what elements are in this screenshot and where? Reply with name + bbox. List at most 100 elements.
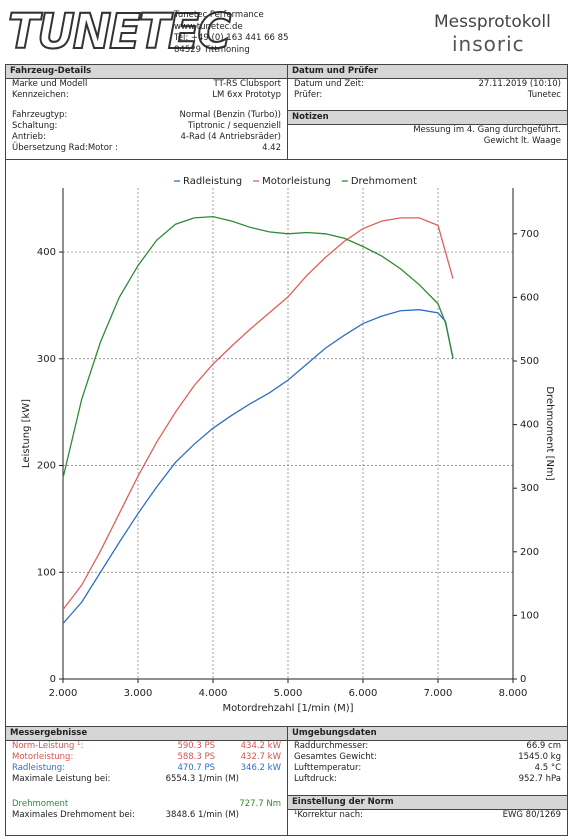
row: Luftdruck: 952.7 hPa bbox=[288, 774, 567, 785]
row-value: 4.5 °C bbox=[534, 763, 561, 773]
row-label: ¹Korrektur nach: bbox=[294, 810, 364, 820]
y2-tick-label: 600 bbox=[520, 292, 539, 303]
x-tick-label: 5.000 bbox=[274, 688, 303, 699]
row-label: Maximales Drehmoment bei: bbox=[12, 810, 135, 820]
series-line bbox=[62, 217, 454, 611]
row-value: 4-Rad (4 Antriebsräder) bbox=[180, 132, 281, 142]
y2-tick-label: 200 bbox=[520, 547, 539, 558]
row-label: Marke und Modell bbox=[12, 79, 88, 89]
y2-axis-label: Drehmoment [Nm] bbox=[544, 386, 555, 480]
panel-title: Messergebnisse bbox=[6, 727, 287, 741]
vehicle-panel: Fahrzeug-Details Marke und Modell TT-RS Cl… bbox=[5, 64, 288, 160]
x-tick-label: 3.000 bbox=[124, 688, 153, 699]
x-tick-label: 8.000 bbox=[499, 688, 528, 699]
row-value: 346.2 kW bbox=[240, 763, 281, 773]
row-label: Fahrzeugtyp: bbox=[12, 110, 68, 120]
x-tick-label: 6.000 bbox=[349, 688, 378, 699]
legend-label: Motorleistung bbox=[262, 176, 331, 187]
row-value: 432.7 kW bbox=[240, 752, 281, 762]
row-label: Gesamtes Gewicht: bbox=[294, 752, 377, 762]
row-label: Motorleistung: bbox=[12, 752, 74, 762]
note-line: Messung im 4. Gang durchgeführt. bbox=[413, 125, 561, 135]
y2-tick-label: 400 bbox=[520, 420, 539, 431]
y2-tick-label: 100 bbox=[520, 610, 539, 621]
y2-tick-label: 700 bbox=[520, 229, 539, 240]
row-value: 1545.0 kg bbox=[518, 752, 561, 762]
spacer bbox=[6, 785, 287, 799]
brand: insoric bbox=[452, 32, 525, 56]
row-label: Radleistung: bbox=[12, 763, 66, 773]
panel-title: Notizen bbox=[288, 111, 567, 125]
row-value: 434.2 kW bbox=[240, 741, 281, 751]
y2-tick-label: 0 bbox=[520, 674, 526, 685]
legend-label: Drehmoment bbox=[351, 176, 417, 187]
x-tick-label: 4.000 bbox=[199, 688, 228, 699]
row-label: Norm-Leistung ¹: bbox=[12, 741, 84, 751]
row-label: Raddurchmesser: bbox=[294, 741, 369, 751]
row-value: 6554.3 1/min (M) bbox=[165, 774, 239, 784]
company-line: Tunetec Performance bbox=[174, 10, 264, 20]
x-axis-label: Motordrehzahl [1/min (M)] bbox=[222, 703, 353, 714]
row: Lufttemperatur: 4.5 °C bbox=[288, 763, 567, 774]
row-value: 470.7 PS bbox=[177, 763, 215, 773]
company-info: Tunetec Performance www.tunetec.de Tel: +4… bbox=[174, 10, 288, 56]
y-tick-label: 400 bbox=[37, 247, 56, 258]
ambient-panel: Umgebungsdaten Raddurchmesser: 66.9 cm Gesa… bbox=[287, 726, 568, 796]
row: Maximale Leistung bei: 6554.3 1/min (M) bbox=[6, 774, 287, 785]
legend-label: Radleistung bbox=[183, 176, 242, 187]
row: Antrieb: 4-Rad (4 Antriebsräder) bbox=[6, 132, 287, 143]
row: Radleistung: 470.7 PS 346.2 kW bbox=[6, 763, 287, 774]
row-label: Schaltung: bbox=[12, 121, 58, 131]
y-tick-label: 100 bbox=[37, 567, 56, 578]
row-value: 3848.6 1/min (M) bbox=[165, 810, 239, 820]
norm-panel: Einstellung der Norm ¹Korrektur nach: EWG … bbox=[287, 795, 568, 836]
y-tick-label: 300 bbox=[37, 354, 56, 365]
row: Prüfer: Tunetec bbox=[288, 90, 567, 101]
row: Datum und Zeit: 27.11.2019 (10:10) bbox=[288, 79, 567, 90]
x-tick-label: 2.000 bbox=[49, 688, 78, 699]
axis-line bbox=[62, 188, 514, 680]
row-label: Drehmoment bbox=[12, 799, 69, 809]
y-tick-label: 200 bbox=[37, 461, 56, 472]
row: Gesamtes Gewicht: 1545.0 kg bbox=[288, 752, 567, 763]
row-value: 952.7 hPa bbox=[518, 774, 561, 784]
row-label: Lufttemperatur: bbox=[294, 763, 362, 773]
series-line bbox=[62, 309, 454, 624]
y-axis-label: Leistung [kW] bbox=[21, 399, 32, 468]
row: Drehmoment 727.7 Nm bbox=[6, 799, 287, 810]
results-panel: Messergebnisse Norm-Leistung ¹: 590.3 PS 43… bbox=[5, 726, 288, 836]
row-value: 4.42 bbox=[262, 143, 281, 153]
row-value: Tunetec bbox=[527, 90, 561, 100]
row-value: 727.7 Nm bbox=[239, 799, 281, 809]
y2-tick-label: 300 bbox=[520, 483, 539, 494]
note-line: Gewicht lt. Waage bbox=[483, 136, 561, 146]
panel-title: Fahrzeug-Details bbox=[6, 65, 287, 79]
row-label: Antrieb: bbox=[12, 132, 46, 142]
row: Kennzeichen: LM 6xx Prototyp bbox=[6, 90, 287, 101]
panel-title: Einstellung der Norm bbox=[288, 796, 567, 810]
panel-title: Datum und Prüfer bbox=[288, 65, 567, 79]
spacer bbox=[6, 101, 287, 110]
row-value: 66.9 cm bbox=[526, 741, 561, 751]
company-line: 84529 Tittmoning bbox=[174, 44, 250, 55]
row-value: EWG 80/1269 bbox=[502, 810, 561, 820]
row-value: 590.3 PS bbox=[177, 741, 215, 751]
row: Fahrzeugtyp: Normal (Benzin (Turbo)) bbox=[6, 110, 287, 121]
row: Übersetzung Rad:Motor : 4.42 bbox=[6, 143, 287, 154]
chart-panel: 2.000 3.000 4.000 5.000 6.000 7.000 8.000 0 100 2… bbox=[5, 159, 568, 727]
chart: 2.000 3.000 4.000 5.000 6.000 7.000 8.000 0 100 2… bbox=[21, 176, 555, 714]
logo: TUNETEC bbox=[7, 2, 232, 61]
row-label: Datum und Zeit: bbox=[294, 79, 364, 89]
row-value: Normal (Benzin (Turbo)) bbox=[179, 110, 281, 120]
date-panel: Datum und Prüfer Datum und Zeit: 27.11.201… bbox=[287, 64, 568, 111]
row-label: Luftdruck: bbox=[294, 774, 337, 784]
row: Marke und Modell TT-RS Clubsport bbox=[6, 79, 287, 90]
panel-title: Umgebungsdaten bbox=[288, 727, 567, 741]
row-value: TT-RS Clubsport bbox=[213, 79, 281, 89]
row: Schaltung: Tiptronic / sequenziell bbox=[6, 121, 287, 132]
row-value: 27.11.2019 (10:10) bbox=[478, 79, 562, 89]
row: Norm-Leistung ¹: 590.3 PS 434.2 kW bbox=[6, 741, 287, 752]
x-tick-label: 7.000 bbox=[424, 688, 453, 699]
row: Raddurchmesser: 66.9 cm bbox=[288, 741, 567, 752]
